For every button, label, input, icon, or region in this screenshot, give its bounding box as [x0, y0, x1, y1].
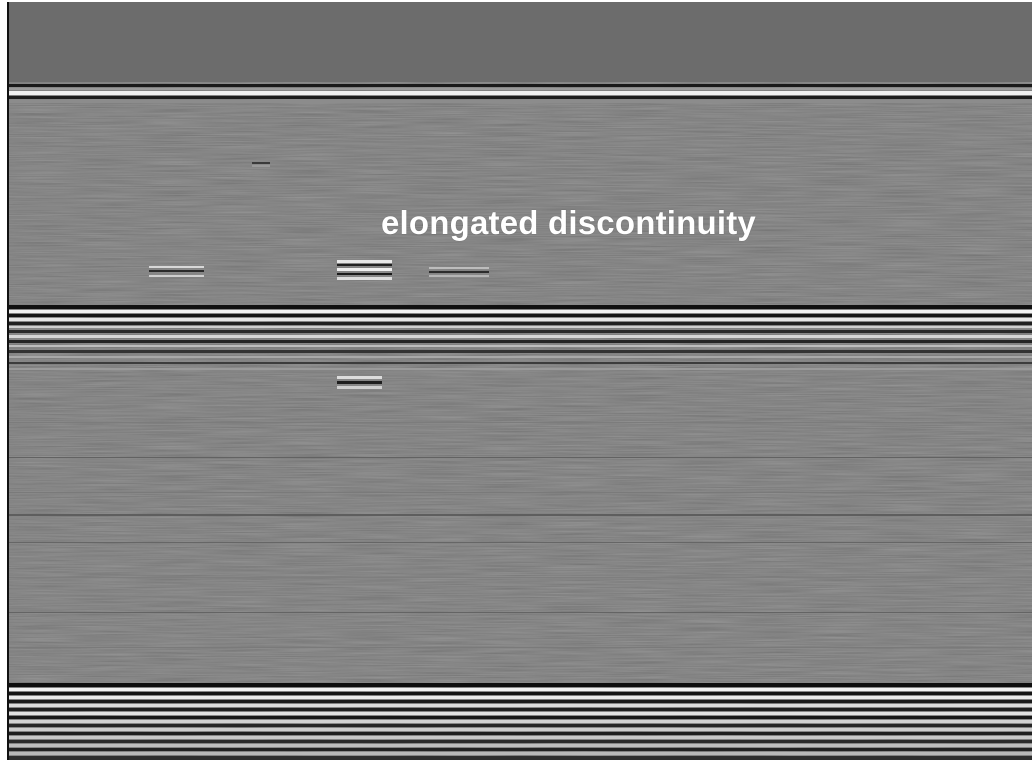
annotation-label: elongated discontinuity [381, 204, 756, 241]
discontinuity-marks [149, 162, 489, 280]
scan-image [7, 2, 1032, 760]
image-left-edge [7, 2, 9, 760]
scan-texture [7, 2, 1032, 760]
